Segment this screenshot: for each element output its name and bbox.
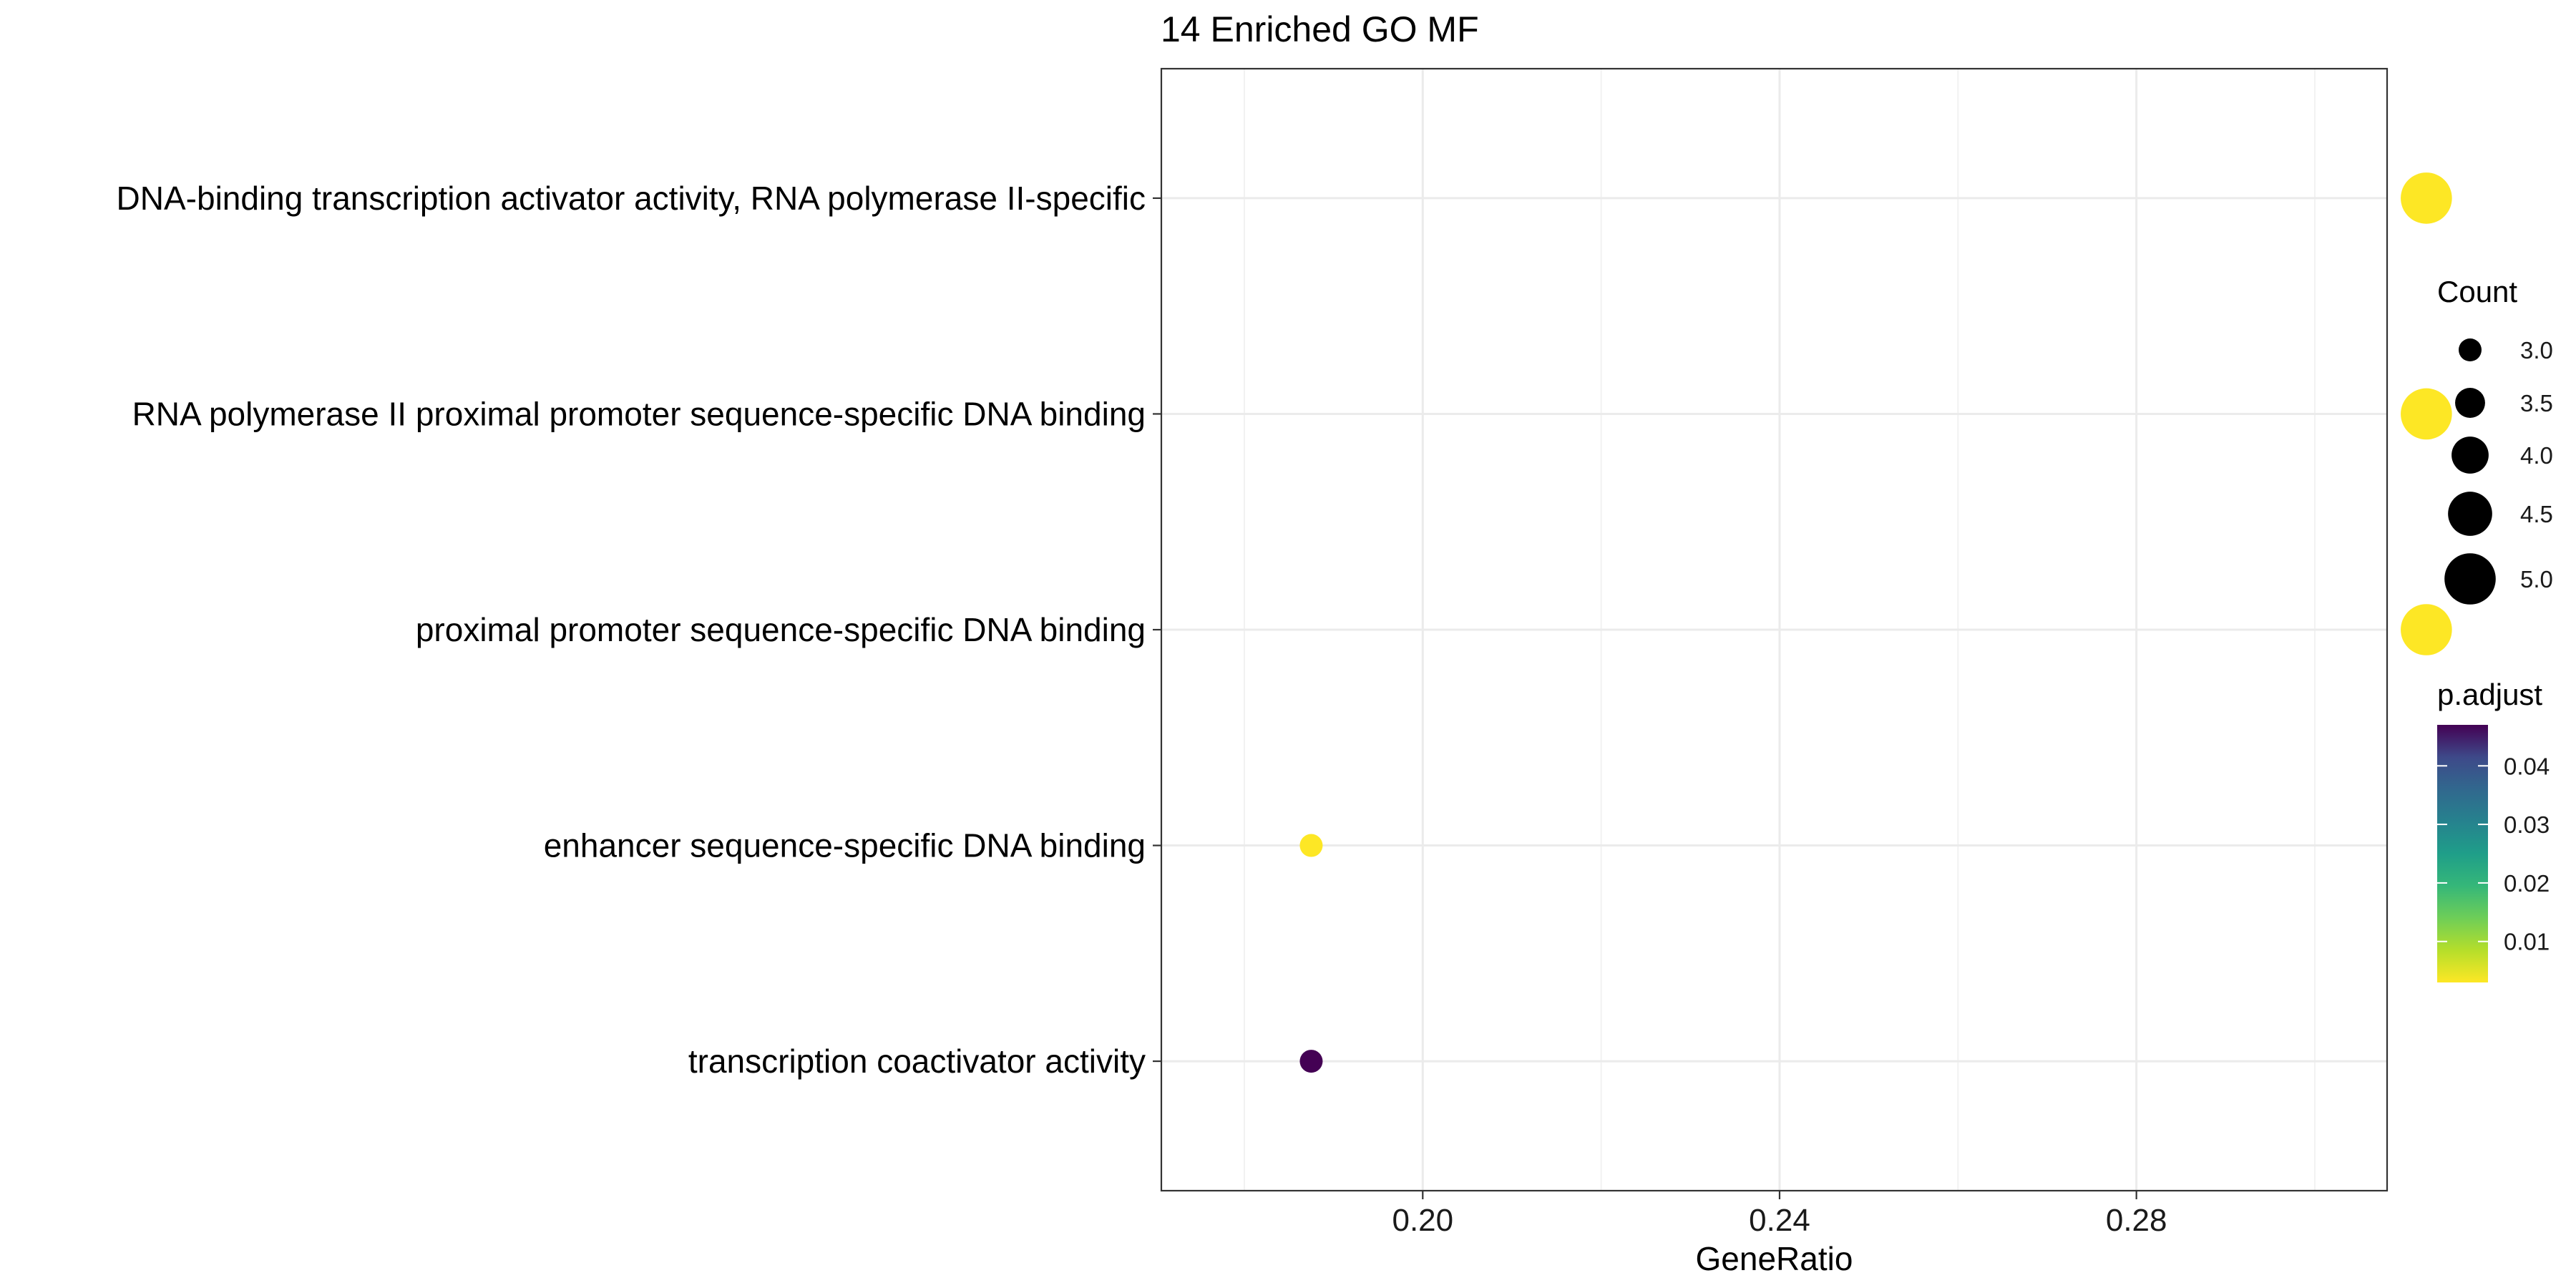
x-tick-label: 0.24: [1749, 1203, 1810, 1238]
data-points: [1299, 172, 2452, 1073]
size-legend-label: 5.0: [2520, 566, 2553, 592]
size-legend-symbol: [2459, 338, 2482, 361]
y-tick-label: proximal promoter sequence-specific DNA …: [416, 611, 1146, 648]
size-legend-symbol: [2448, 492, 2492, 536]
size-legend-label: 3.5: [2520, 390, 2553, 416]
x-tick-label: 0.20: [1392, 1203, 1453, 1238]
size-legend: 3.0 3.5 4.0 4.5 5.0: [2444, 337, 2553, 605]
color-legend-bar: [2437, 725, 2488, 982]
chart-title: 14 Enriched GO MF: [1161, 9, 1479, 49]
color-legend: 0.01 0.02 0.03 0.04: [2437, 753, 2550, 955]
size-legend-label: 3.0: [2520, 337, 2553, 364]
color-legend-label: 0.03: [2504, 811, 2550, 838]
size-legend-symbol: [2451, 436, 2489, 474]
data-point: [2401, 172, 2452, 224]
color-legend-label: 0.01: [2504, 929, 2550, 955]
y-tick-label: enhancer sequence-specific DNA binding: [544, 827, 1146, 864]
data-point: [1299, 834, 1323, 857]
color-legend-label: 0.02: [2504, 870, 2550, 897]
x-tick-label: 0.28: [2106, 1203, 2167, 1238]
x-axis: 0.20 0.24 0.28: [1392, 1191, 2167, 1238]
y-tick-label: RNA polymerase II proximal promoter sequ…: [132, 395, 1146, 432]
y-axis: DNA-binding transcription activator acti…: [117, 180, 1161, 1080]
y-tick-label: DNA-binding transcription activator acti…: [117, 180, 1146, 217]
size-legend-symbol: [2455, 388, 2485, 418]
y-tick-label: transcription coactivator activity: [688, 1043, 1146, 1080]
size-legend-label: 4.5: [2520, 501, 2553, 527]
grid-major: [1161, 69, 2387, 1191]
data-point: [2401, 388, 2452, 440]
data-point: [1299, 1050, 1323, 1073]
x-axis-title: GeneRatio: [1696, 1240, 1853, 1277]
color-legend-label: 0.04: [2504, 753, 2550, 779]
color-legend-title: p.adjust: [2437, 678, 2542, 711]
data-point: [2401, 604, 2452, 655]
size-legend-title: Count: [2437, 275, 2517, 308]
size-legend-symbol: [2444, 553, 2496, 605]
size-legend-label: 4.0: [2520, 442, 2553, 469]
